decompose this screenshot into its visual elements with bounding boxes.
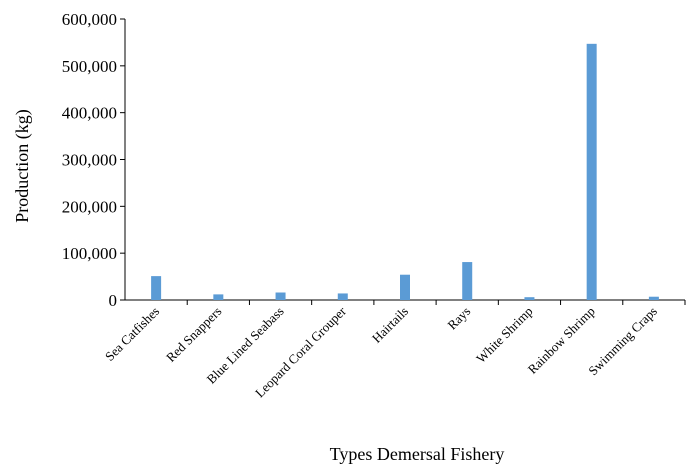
bar	[400, 274, 410, 300]
y-tick-label: 100,000	[62, 244, 117, 263]
bar	[151, 276, 162, 300]
x-tick-label: Red Snappers	[163, 304, 224, 365]
bar	[586, 43, 597, 301]
bar	[337, 293, 348, 300]
bar	[213, 294, 224, 300]
y-tick-label: 200,000	[62, 197, 117, 216]
bar	[648, 296, 659, 300]
y-tick-label: 500,000	[62, 57, 117, 76]
bar	[275, 292, 286, 300]
x-axis-title: Types Demersal Fishery	[330, 444, 505, 464]
y-tick-label: 0	[109, 291, 118, 310]
x-tick-label: Rays	[444, 304, 473, 333]
x-tick-label: Sea Catfishes	[102, 304, 162, 364]
y-tick-label: 300,000	[62, 151, 117, 170]
y-tick-label: 600,000	[62, 10, 117, 29]
x-tick-label: Hairtails	[369, 304, 411, 346]
bar	[462, 262, 473, 300]
bar	[524, 297, 535, 300]
y-tick-label: 400,000	[62, 104, 117, 123]
y-axis-title: Production (kg)	[12, 109, 33, 222]
y-axis-ticks: 0 100,000 200,000 300,000 400,000 500,000 600,…	[62, 10, 125, 310]
x-tick-label: White Shrimp	[473, 304, 535, 366]
bar-series	[151, 43, 659, 301]
